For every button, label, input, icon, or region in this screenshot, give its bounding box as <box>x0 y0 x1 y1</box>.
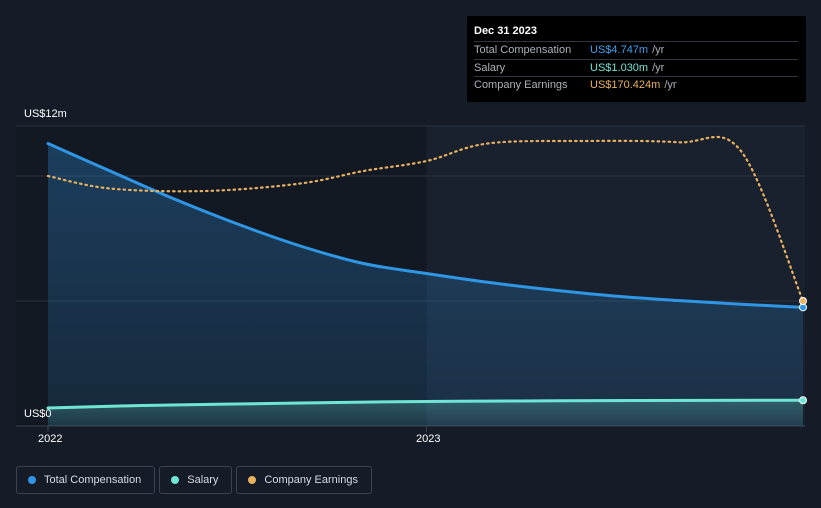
company-earnings-line <box>46 135 805 303</box>
legend-company-earnings[interactable]: Company Earnings <box>236 466 372 494</box>
tooltip-row-salary: Salary US$1.030m /yr <box>474 60 798 77</box>
salary-line <box>46 398 805 410</box>
legend-total-compensation[interactable]: Total Compensation <box>16 466 156 494</box>
tooltip-row-company-earnings: Company Earnings US$170.424m /yr <box>474 77 798 95</box>
legend-label: Total Compensation <box>44 474 142 486</box>
tooltip-value: US$1.030m <box>590 61 649 74</box>
legend-dot-icon <box>28 476 36 484</box>
chart-legend: Total Compensation Salary Company Earnin… <box>16 466 372 494</box>
salary-end-point <box>799 396 807 405</box>
tooltip-row-total-compensation: Total Compensation US$4.747m /yr <box>474 42 798 60</box>
y-axis-bottom-label: US$0 <box>24 408 52 420</box>
legend-label: Salary <box>187 474 219 486</box>
salary-area <box>48 400 803 426</box>
tooltip-label: Company Earnings <box>474 79 568 91</box>
tooltip-label: Total Compensation <box>474 44 572 56</box>
tooltip-value: US$4.747m <box>590 44 649 56</box>
x-tick-2023: 2023 <box>416 433 441 445</box>
tooltip-date: Dec 31 2023 <box>474 24 798 42</box>
tooltip-value: US$170.424m <box>590 79 661 91</box>
chart-tooltip: Dec 31 2023 Total Compensation US$4.747m… <box>467 16 806 102</box>
tooltip-unit: /yr <box>652 61 665 74</box>
total-compensation-area <box>48 143 803 426</box>
company-earnings-end-point <box>799 297 807 305</box>
legend-dot-icon <box>171 476 180 484</box>
x-tick-2022: 2022 <box>38 433 63 445</box>
total-compensation-line <box>46 142 805 309</box>
y-axis-top-label: US$12m <box>24 108 67 120</box>
legend-salary[interactable]: Salary <box>159 466 233 494</box>
tooltip-unit: /yr <box>664 79 677 91</box>
legend-dot-icon <box>248 476 257 484</box>
legend-label: Company Earnings <box>264 474 358 486</box>
tooltip-unit: /yr <box>652 44 665 56</box>
tooltip-label: Salary <box>474 61 506 74</box>
